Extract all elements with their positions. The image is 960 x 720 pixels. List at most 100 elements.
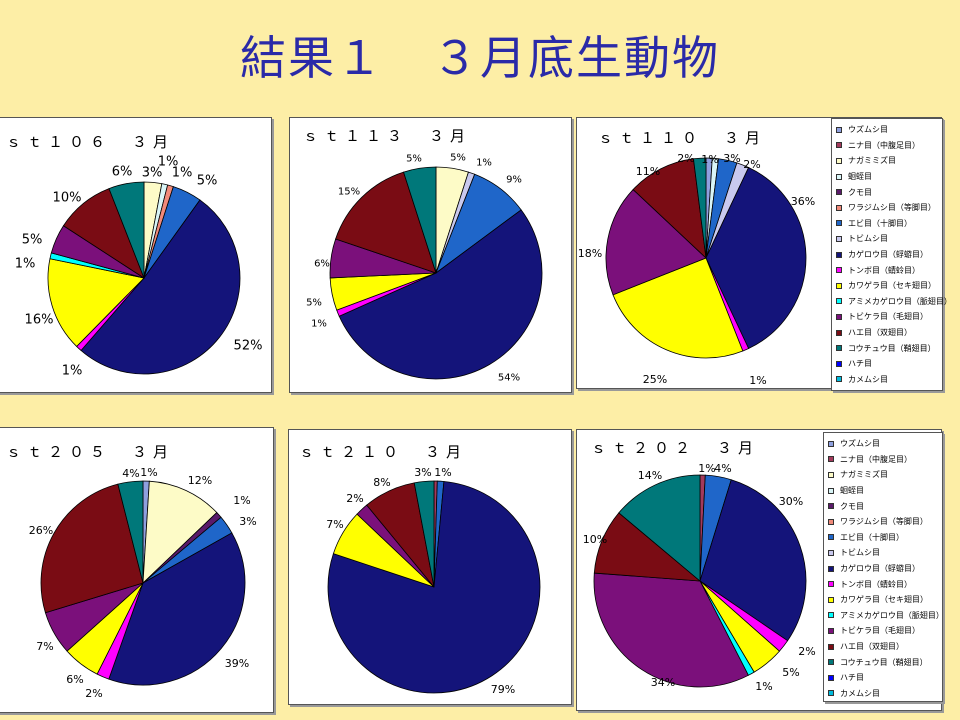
pie-chart-st202: ｓｔ２０２ ３月 1%4%30%2%5%1%34%10%14%: [583, 439, 816, 693]
legend-label: ハチ目: [840, 673, 864, 683]
legend-swatch: [828, 565, 834, 572]
legend-swatch: [836, 345, 842, 352]
data-label: 8%: [373, 476, 390, 489]
legend-item: 蛔蛭目: [836, 169, 938, 185]
legend-label: ワラジムシ目（等脚目）: [848, 203, 936, 213]
pie-slice: [47, 258, 145, 347]
legend-swatch: [836, 282, 842, 289]
pie-title: ｓｔ２０５ ３月: [6, 443, 174, 461]
slide-title: 結果１ ３月底生動物: [240, 31, 720, 85]
legend-item: ワラジムシ目（等脚目）: [836, 200, 938, 216]
legend-swatch: [836, 329, 842, 336]
pie-title: ｓｔ２０２ ３月: [591, 439, 759, 457]
pie-slice: [605, 188, 707, 296]
legend-swatch: [836, 251, 842, 258]
data-label: 1%: [749, 374, 766, 387]
data-label: 1%: [158, 155, 179, 170]
data-label: 3%: [239, 515, 256, 528]
pie-slice: [335, 171, 437, 274]
legend-item: 蛔蛭目: [828, 483, 938, 499]
legend-item: トンボ目（蜻蛉目）: [836, 262, 938, 278]
data-label: 6%: [112, 165, 133, 180]
legend-item: エビ目（十脚目）: [836, 216, 938, 232]
legend-swatch: [836, 189, 842, 196]
legend-swatch: [836, 376, 842, 383]
data-label: 1%: [701, 153, 718, 166]
legend-label: クモ目: [848, 187, 872, 197]
legend-item: ハチ目: [828, 670, 938, 686]
legend-item: ニナ目（中腹足目）: [836, 138, 938, 154]
data-label: 10%: [583, 533, 607, 546]
data-label: 5%: [450, 153, 466, 164]
legend-item: ナガミミズ目: [828, 467, 938, 483]
legend-swatch: [828, 581, 834, 588]
pie-slice: [632, 158, 707, 260]
chart-panel-st113: ｓｔ１１３ ３月 5% 1% 9% 54% 1% 5% 6% 15% 5%: [289, 117, 572, 393]
legend-swatch: [836, 173, 842, 180]
legend-label: トビケラ目（毛翅目）: [848, 312, 928, 322]
legend-item: ウズムシ目: [828, 436, 938, 452]
data-label: 1%: [233, 494, 250, 507]
data-label: 2%: [743, 158, 760, 171]
legend-swatch: [828, 518, 834, 525]
legend-swatch: [828, 596, 834, 603]
pie-chart-st106: ｓｔ１０６ ３月 3%1%1%5%52%1%16%1%5%10%6%: [6, 133, 263, 379]
pie-slice: [338, 209, 543, 380]
legend-item: トビケラ目（毛翅目）: [836, 309, 938, 325]
legend-label: エビ目（十脚目）: [840, 532, 904, 542]
legend-label: クモ目: [840, 501, 864, 511]
data-label: 9%: [506, 175, 522, 186]
data-label: 34%: [651, 676, 675, 689]
legend-label: トビムシ目: [848, 234, 888, 244]
data-label: 54%: [498, 373, 520, 384]
pie-title: ｓｔ１１３ ３月: [303, 127, 471, 145]
legend-item: カゲロウ目（蜉蝣目）: [828, 561, 938, 577]
legend-label: ニナ目（中腹足目）: [848, 140, 920, 150]
data-label: 26%: [29, 524, 53, 537]
data-label: 2%: [798, 645, 815, 658]
data-label: 1%: [140, 466, 157, 479]
legend-item: トビムシ目: [836, 231, 938, 247]
pie-slice: [612, 257, 744, 359]
legend-swatch: [828, 503, 834, 510]
pie-slice: [699, 479, 807, 642]
legend-swatch: [836, 298, 842, 305]
legend-item: コウチュウ目（鞘翅目）: [828, 654, 938, 670]
legend-label: ウズムシ目: [840, 439, 880, 449]
data-label: 1%: [15, 257, 36, 272]
data-label: 11%: [636, 165, 660, 178]
chart-panel-st210: ｓｔ２１０ ３月 1% 79% 7% 2% 8% 3%: [288, 429, 572, 705]
data-label: 3%: [142, 166, 163, 181]
data-label: 6%: [314, 259, 330, 270]
legend-swatch: [836, 204, 842, 211]
legend-item: カワゲラ目（セキ翅目）: [828, 592, 938, 608]
data-label: 4%: [714, 462, 731, 475]
legend-label: アミメカゲロウ目（脈翅目）: [840, 610, 944, 620]
legend-label: トンボ目（蜻蛉目）: [848, 265, 920, 275]
data-label: 2%: [346, 492, 363, 505]
legend-swatch: [836, 126, 842, 133]
legend-swatch: [828, 534, 834, 541]
data-label: 30%: [779, 495, 803, 508]
legend-label: ワラジムシ目（等脚目）: [840, 517, 928, 527]
data-label: 52%: [234, 339, 263, 354]
legend-swatch: [828, 627, 834, 634]
legend-swatch: [828, 456, 834, 463]
legend-item: カゲロウ目（蜉蝣目）: [836, 247, 938, 263]
legend-label: アミメカゲロウ目（脈翅目）: [848, 296, 952, 306]
legend-label: カゲロウ目（蜉蝣目）: [840, 564, 920, 574]
pie-slice: [108, 181, 145, 279]
legend-swatch: [836, 313, 842, 320]
legend-swatch: [836, 157, 842, 164]
legend-label: 蛔蛭目: [840, 486, 864, 496]
legend-swatch: [828, 612, 834, 619]
legend-item: ウズムシ目: [836, 122, 938, 138]
legend-label: 蛔蛭目: [848, 172, 872, 182]
legend-swatch: [828, 549, 834, 556]
legend-swatch: [828, 440, 834, 447]
legend-swatch: [828, 674, 834, 681]
pie-title: ｓｔ２１０ ３月: [299, 443, 467, 461]
legend-label: カゲロウ目（蜉蝣目）: [848, 250, 928, 260]
data-label: 1%: [755, 680, 772, 693]
legend-label: カメムシ目: [840, 688, 880, 698]
